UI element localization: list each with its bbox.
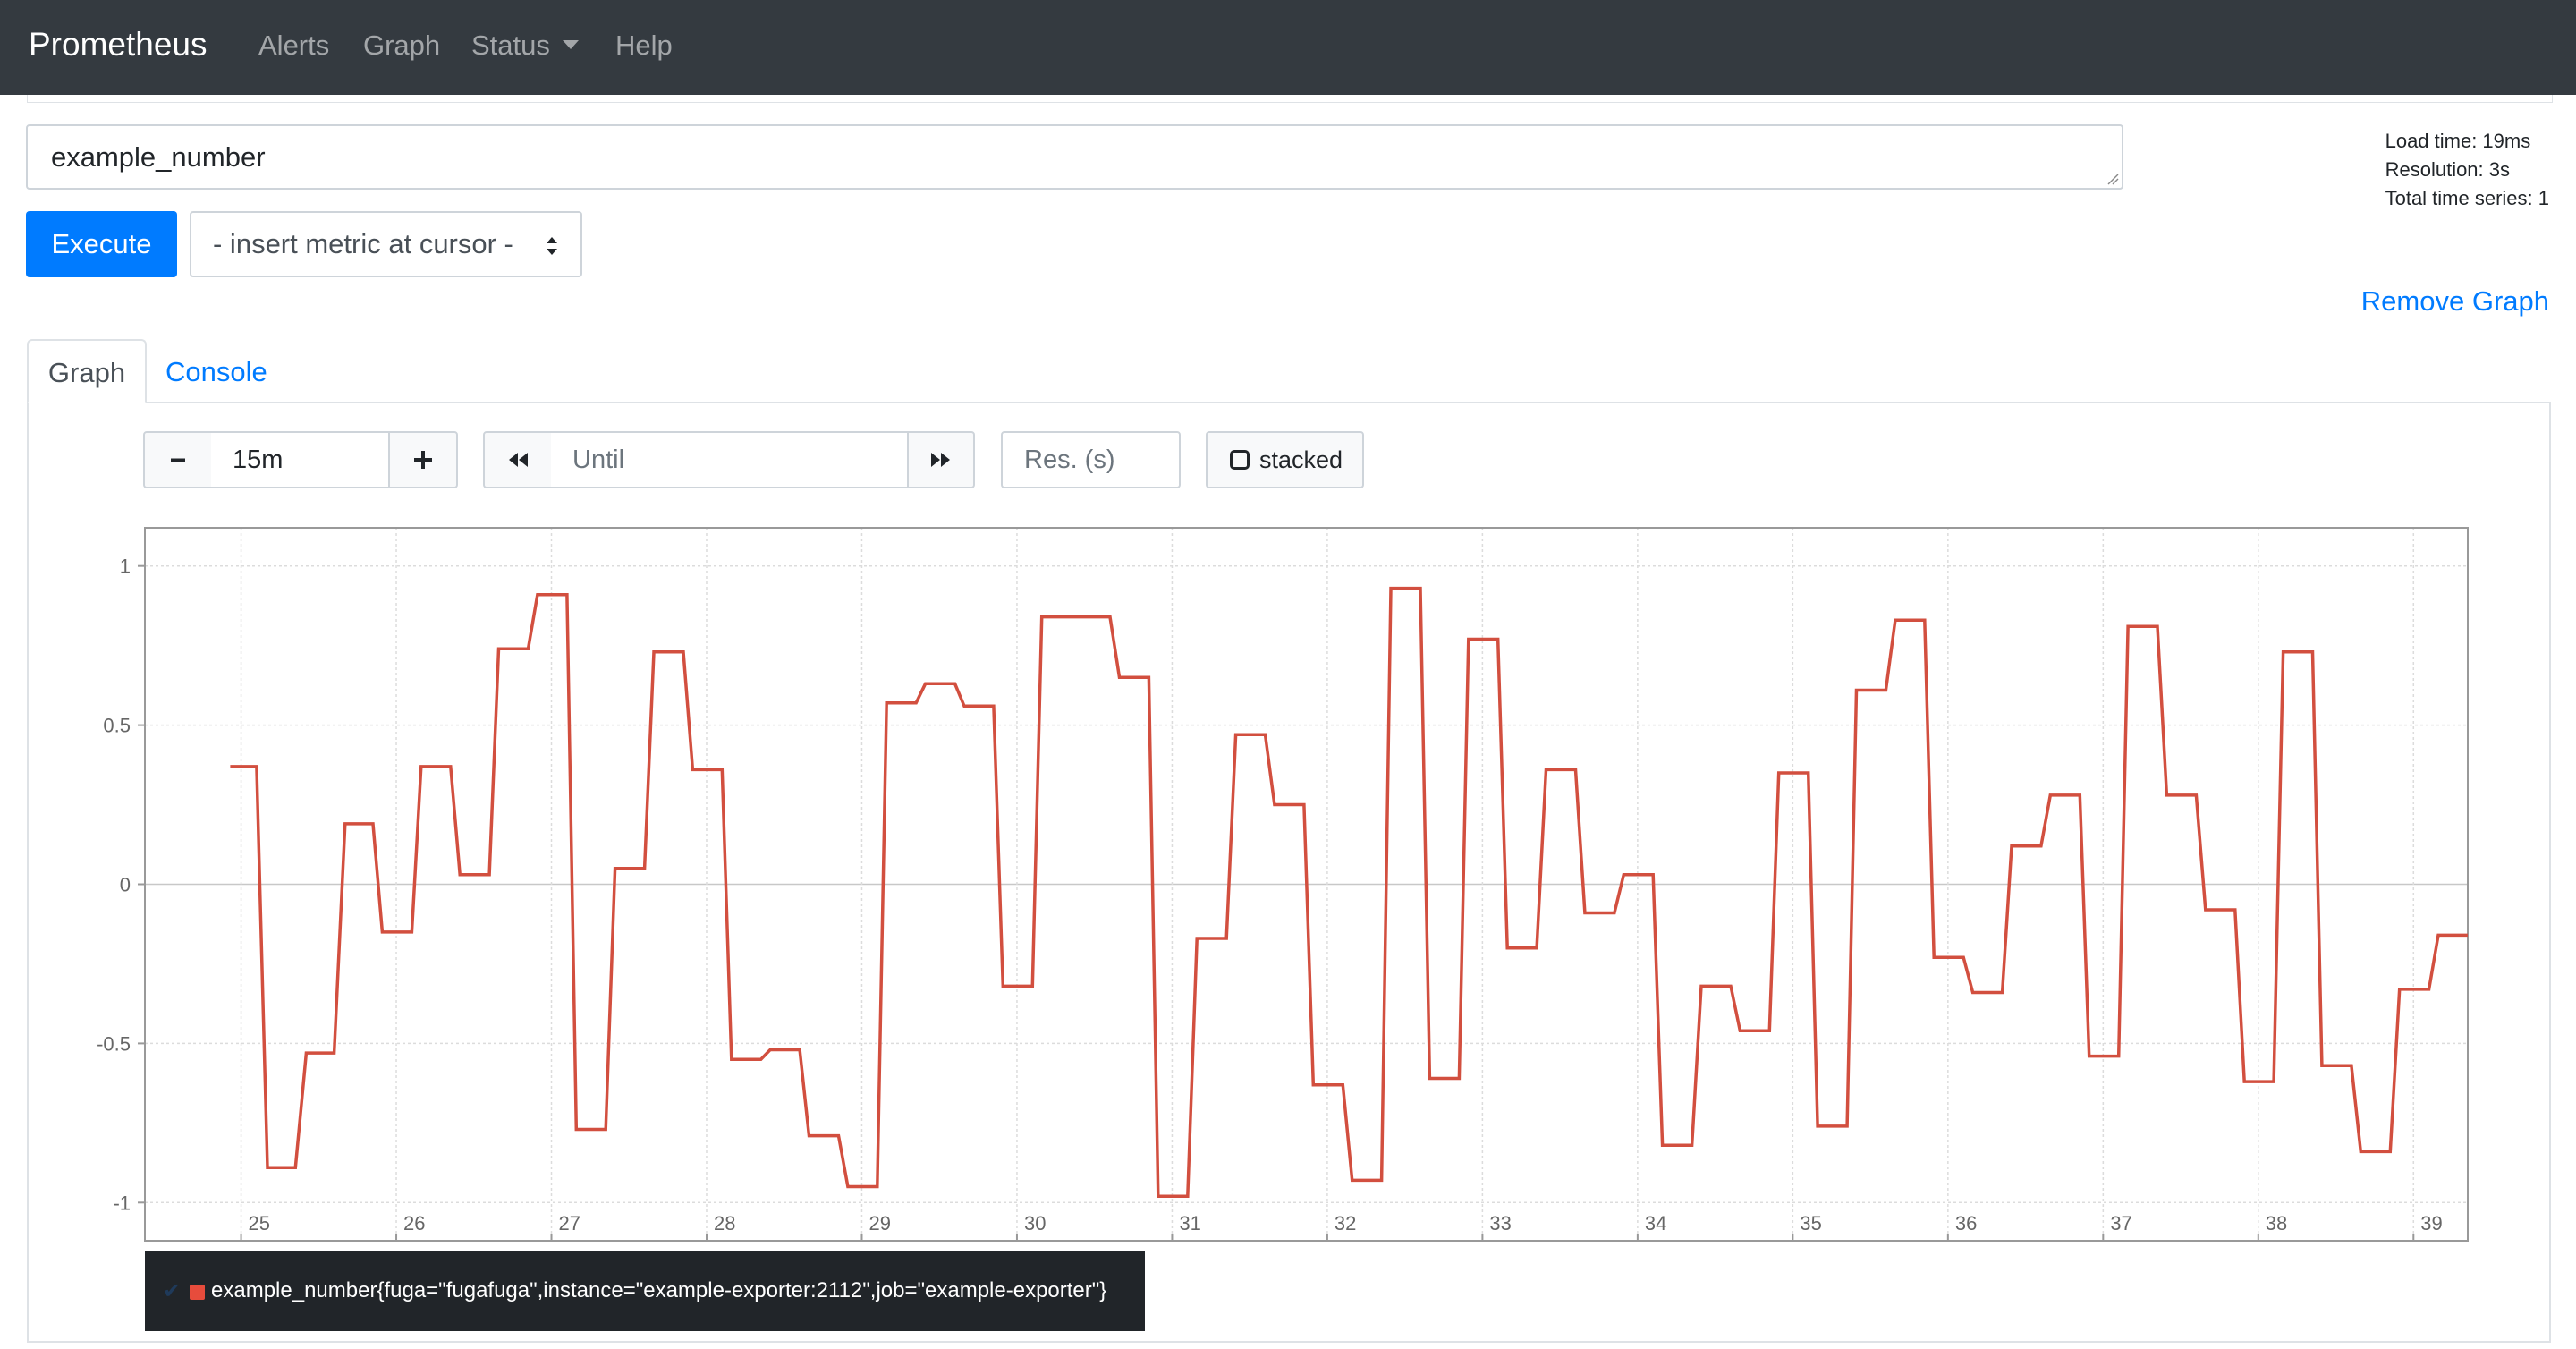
graph-legend: ✔ example_number{fuga="fugafuga",instanc… bbox=[145, 1251, 1145, 1331]
x-tick-label: 26 bbox=[403, 1212, 425, 1234]
x-tick-label: 38 bbox=[2266, 1212, 2287, 1234]
x-tick-label: 32 bbox=[1335, 1212, 1356, 1234]
until-input[interactable]: Until bbox=[551, 431, 909, 488]
plus-icon bbox=[414, 451, 432, 469]
stacked-toggle-button[interactable]: stacked bbox=[1206, 431, 1364, 488]
nav-status-dropdown[interactable]: Status bbox=[471, 29, 579, 63]
graph-chart[interactable]: 1 0.5 0 -0.5 -1 25 26 27 28 29 30 31 32 33 34 35 36 37 38… bbox=[72, 519, 2487, 1243]
insert-metric-label: - insert metric at cursor - bbox=[213, 228, 513, 259]
nav-alerts[interactable]: Alerts bbox=[258, 30, 330, 61]
series-color-swatch[interactable] bbox=[190, 1285, 205, 1300]
tab-graph[interactable]: Graph bbox=[27, 339, 147, 403]
brand-logo-link[interactable]: Prometheus bbox=[29, 26, 208, 63]
range-increase-button[interactable] bbox=[388, 431, 458, 488]
plot-area-border bbox=[144, 527, 2469, 1242]
execute-button[interactable]: Execute bbox=[26, 211, 177, 277]
graph-tab-panel bbox=[27, 402, 2551, 1343]
legend-series-label[interactable]: example_number{fuga="fugafuga",instance=… bbox=[211, 1278, 1107, 1302]
x-tick-label: 35 bbox=[1800, 1212, 1821, 1234]
resolution-placeholder: Res. (s) bbox=[1024, 445, 1115, 474]
y-tick-label: 0 bbox=[120, 874, 131, 896]
nav-status-label: Status bbox=[471, 30, 550, 61]
nav-graph[interactable]: Graph bbox=[363, 30, 441, 61]
series-line[interactable] bbox=[230, 586, 2468, 1198]
total-time-series: Total time series: 1 bbox=[2385, 187, 2549, 209]
resize-handle-icon[interactable] bbox=[2106, 173, 2119, 185]
stacked-label: stacked bbox=[1259, 446, 1343, 473]
expression-text: example_number bbox=[51, 141, 266, 173]
checkbox-icon bbox=[1230, 450, 1250, 470]
x-axis-ticks: 25 26 27 28 29 30 31 32 33 34 35 36 37 38 39 bbox=[249, 1212, 2443, 1234]
query-stats: Load time: 19ms Resolution: 3s Total tim… bbox=[2385, 127, 2549, 213]
tab-console[interactable]: Console bbox=[165, 356, 267, 387]
x-tick-label: 33 bbox=[1489, 1212, 1511, 1234]
minus-icon bbox=[171, 458, 185, 462]
select-arrows-icon bbox=[547, 237, 557, 255]
nav-help[interactable]: Help bbox=[615, 30, 673, 61]
chart-grid bbox=[138, 528, 2468, 1241]
x-tick-label: 29 bbox=[869, 1212, 890, 1234]
expression-input[interactable]: example_number bbox=[26, 124, 2123, 190]
load-time: Load time: 19ms bbox=[2385, 130, 2531, 152]
x-tick-label: 34 bbox=[1645, 1212, 1666, 1234]
x-tick-label: 27 bbox=[559, 1212, 580, 1234]
navbar: Prometheus Alerts Graph Status Help bbox=[0, 0, 2576, 95]
resolution-input[interactable]: Res. (s) bbox=[1001, 431, 1181, 488]
x-tick-label: 25 bbox=[249, 1212, 270, 1234]
range-decrease-button[interactable] bbox=[143, 431, 213, 488]
until-placeholder: Until bbox=[572, 445, 625, 474]
y-tick-label: 0.5 bbox=[103, 715, 131, 737]
chevron-down-icon bbox=[562, 39, 579, 49]
time-back-button[interactable] bbox=[483, 431, 553, 488]
fast-backward-icon bbox=[509, 453, 528, 467]
x-tick-label: 36 bbox=[1955, 1212, 1977, 1234]
resolution: Resolution: 3s bbox=[2385, 158, 2511, 181]
fast-forward-icon bbox=[931, 453, 950, 467]
y-tick-label: -1 bbox=[113, 1192, 131, 1214]
y-tick-label: 1 bbox=[120, 556, 131, 578]
x-tick-label: 31 bbox=[1179, 1212, 1200, 1234]
remove-graph-link[interactable]: Remove Graph bbox=[2360, 285, 2549, 317]
check-icon: ✔ bbox=[163, 1279, 182, 1303]
x-tick-label: 30 bbox=[1024, 1212, 1046, 1234]
y-axis-ticks: 1 0.5 0 -0.5 -1 bbox=[97, 556, 131, 1215]
x-tick-label: 39 bbox=[2420, 1212, 2442, 1234]
x-tick-label: 28 bbox=[714, 1212, 735, 1234]
x-tick-label: 37 bbox=[2110, 1212, 2131, 1234]
y-tick-label: -0.5 bbox=[97, 1032, 131, 1055]
panel-top-border bbox=[27, 95, 2553, 103]
time-forward-button[interactable] bbox=[907, 431, 975, 488]
insert-metric-select[interactable]: - insert metric at cursor - bbox=[190, 211, 582, 277]
range-input[interactable]: 15m bbox=[211, 431, 390, 488]
